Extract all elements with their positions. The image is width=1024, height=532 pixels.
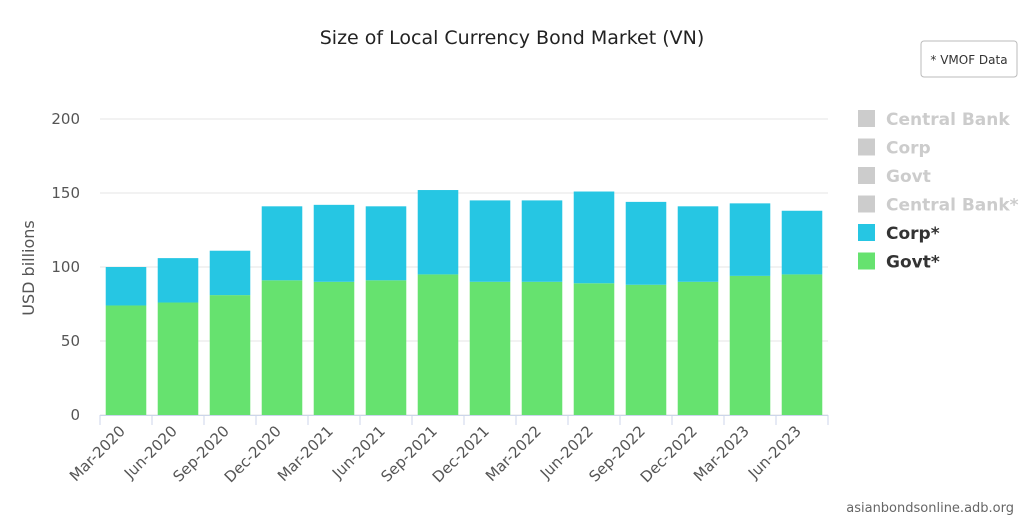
y-tick-label: 200 — [51, 110, 80, 128]
x-tick-label: Dec-2021 — [429, 422, 493, 486]
bar-govt-star[interactable] — [417, 274, 459, 415]
bar-corp-star[interactable] — [313, 204, 355, 282]
x-tick-label: Mar-2020 — [66, 422, 129, 485]
note-box-border — [920, 40, 1018, 78]
x-axis: Mar-2020Jun-2020Sep-2020Dec-2020Mar-2021… — [66, 415, 829, 486]
bar-govt-star[interactable] — [261, 280, 303, 415]
legend-label: Central Bank — [886, 110, 1010, 130]
legend-swatch — [858, 195, 875, 213]
x-tick-label: Mar-2023 — [690, 422, 753, 485]
legend-item-govt[interactable]: Govt — [858, 167, 931, 187]
gridlines — [100, 118, 828, 416]
bar-corp-star[interactable] — [469, 200, 511, 282]
legend-swatch — [858, 167, 875, 184]
legend-swatch — [858, 138, 875, 156]
x-tick-label: Mar-2021 — [274, 422, 337, 485]
x-tick-label: Mar-2022 — [482, 422, 545, 485]
bars — [105, 190, 823, 415]
legend-item-central-bank-star[interactable]: Central Bank* — [858, 195, 1019, 216]
legend-item-govt-star[interactable]: Govt* — [858, 252, 940, 273]
bar-govt-star[interactable] — [729, 275, 771, 415]
y-axis-label: USD billions — [19, 220, 38, 315]
bar-govt-star[interactable] — [365, 280, 407, 415]
bar-govt-star[interactable] — [781, 274, 823, 415]
note-box[interactable]: * VMOF Data — [920, 40, 1018, 78]
y-tick-label: 50 — [61, 332, 80, 350]
legend-item-corp-star[interactable]: Corp* — [858, 224, 940, 244]
y-tick-label: 150 — [51, 184, 80, 202]
bar-govt-star[interactable] — [469, 281, 511, 415]
legend-swatch — [858, 252, 875, 270]
bar-corp-star[interactable] — [417, 190, 459, 275]
legend-label: Central Bank* — [886, 196, 1019, 216]
legend-label: Govt* — [886, 253, 940, 273]
bar-corp-star[interactable] — [521, 200, 563, 282]
legend-label: Corp — [886, 139, 931, 159]
legend-item-central-bank[interactable]: Central Bank — [858, 110, 1010, 130]
x-tick-label: Dec-2022 — [637, 422, 701, 486]
chart-title: Size of Local Currency Bond Market (VN) — [320, 27, 705, 49]
bar-govt-star[interactable] — [313, 281, 355, 415]
y-tick-label: 100 — [51, 258, 80, 276]
credit-text: asianbondsonline.adb.org — [846, 501, 1014, 516]
bar-corp-star[interactable] — [781, 210, 823, 275]
bar-corp-star[interactable] — [729, 203, 771, 276]
bar-corp-star[interactable] — [157, 258, 199, 303]
legend-swatch — [858, 110, 875, 127]
bar-corp-star[interactable] — [365, 206, 407, 281]
note-label: * VMOF Data — [930, 53, 1007, 67]
bar-corp-star[interactable] — [625, 201, 667, 285]
legend-label: Corp* — [886, 224, 940, 244]
bar-govt-star[interactable] — [157, 302, 199, 415]
bar-corp-star[interactable] — [677, 206, 719, 282]
bar-govt-star[interactable] — [677, 281, 719, 415]
legend-swatch — [858, 224, 875, 241]
y-tick-labels: 0 50 100 150 200 — [51, 110, 80, 424]
bar-corp-star[interactable] — [209, 250, 251, 296]
legend: Central Bank Corp Govt Central Bank* Corp* Go… — [858, 110, 1019, 273]
bar-corp-star[interactable] — [573, 191, 615, 284]
bar-govt-star[interactable] — [105, 305, 147, 415]
x-tick-label: Jun-2023 — [744, 422, 805, 483]
bar-corp-star[interactable] — [105, 267, 147, 306]
y-tick-label: 0 — [70, 406, 80, 424]
bar-corp-star[interactable] — [261, 206, 303, 281]
legend-item-corp[interactable]: Corp — [858, 138, 931, 159]
x-tick-label: Dec-2020 — [221, 422, 285, 486]
bar-govt-star[interactable] — [573, 283, 615, 415]
bar-govt-star[interactable] — [521, 281, 563, 415]
bar-govt-star[interactable] — [209, 295, 251, 415]
legend-label: Govt — [886, 167, 931, 187]
bar-govt-star[interactable] — [625, 284, 667, 415]
